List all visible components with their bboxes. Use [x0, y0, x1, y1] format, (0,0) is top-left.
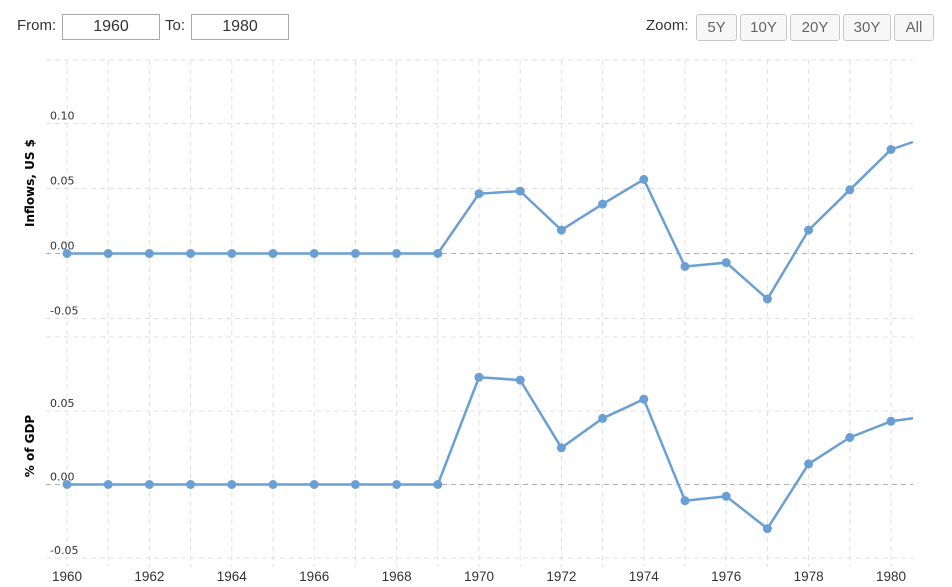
gdp-data-point[interactable]	[144, 480, 154, 489]
zoom-all-button[interactable]: All	[894, 14, 934, 41]
inflows-data-point[interactable]	[474, 189, 484, 199]
inflows-data-point[interactable]	[392, 249, 402, 258]
gdp-data-point[interactable]	[762, 524, 772, 534]
inflows-data-point[interactable]	[886, 145, 896, 154]
gdp-data-point[interactable]	[598, 413, 608, 423]
range-toolbar: From: To: Zoom: 5Y 10Y 20Y 30Y All	[0, 0, 952, 56]
inflows-data-point[interactable]	[804, 225, 814, 235]
gdp-y-tick-label: 0.00	[50, 471, 75, 484]
from-year-input[interactable]	[62, 14, 160, 40]
inflows-data-point[interactable]	[309, 249, 319, 258]
x-tick-label: 1968	[382, 569, 412, 584]
to-year-input[interactable]	[191, 14, 289, 40]
gdp-data-point[interactable]	[515, 375, 525, 385]
gdp-data-point[interactable]	[680, 496, 690, 506]
zoom-label: Zoom:	[646, 17, 689, 34]
gdp-data-point[interactable]	[804, 459, 814, 469]
inflows-series-line	[67, 140, 914, 301]
inflows-data-point[interactable]	[186, 249, 196, 258]
x-tick-label: 1974	[629, 569, 660, 584]
gdp-data-point[interactable]	[721, 491, 731, 501]
inflows-data-point[interactable]	[268, 249, 278, 258]
inflows-y-tick-label: -0.05	[50, 305, 78, 318]
inflows-data-point[interactable]	[144, 249, 154, 258]
gdp-axis-title: % of GDP	[23, 415, 37, 478]
inflows-data-point[interactable]	[556, 225, 566, 235]
inflows-data-point[interactable]	[433, 249, 443, 258]
inflows-y-tick-label: 0.00	[50, 240, 75, 253]
gdp-data-point[interactable]	[350, 480, 360, 489]
zoom-10y-button[interactable]: 10Y	[740, 14, 787, 41]
gdp-data-point[interactable]	[886, 416, 896, 426]
inflows-data-point[interactable]	[62, 249, 72, 258]
x-tick-label: 1960	[52, 569, 82, 584]
gdp-data-point[interactable]	[639, 394, 649, 404]
to-label: To:	[165, 17, 186, 34]
x-tick-label: 1980	[876, 569, 906, 584]
inflows-data-point[interactable]	[762, 294, 772, 304]
gdp-data-point[interactable]	[62, 480, 72, 489]
gdp-data-point[interactable]	[392, 480, 402, 489]
inflows-y-tick-label: 0.05	[50, 175, 75, 188]
x-tick-label: 1962	[134, 569, 164, 584]
x-tick-label: 1978	[794, 569, 824, 584]
x-tick-label: 1972	[546, 569, 576, 584]
x-tick-label: 1976	[711, 569, 741, 584]
x-tick-label: 1966	[299, 569, 329, 584]
gdp-data-point[interactable]	[433, 480, 443, 489]
gdp-data-point[interactable]	[474, 372, 484, 382]
inflows-data-point[interactable]	[515, 186, 525, 196]
zoom-5y-button[interactable]: 5Y	[696, 14, 737, 41]
inflows-data-point[interactable]	[639, 174, 649, 184]
gdp-y-tick-label: -0.05	[50, 544, 78, 557]
zoom-20y-button[interactable]: 20Y	[790, 14, 840, 41]
gdp-data-point[interactable]	[103, 480, 113, 489]
gdp-series-line	[67, 375, 914, 530]
gdp-data-point[interactable]	[309, 480, 319, 489]
inflows-data-point[interactable]	[350, 249, 360, 258]
gdp-data-point[interactable]	[845, 433, 855, 442]
inflows-axis-title: Inflows, US $	[23, 139, 37, 227]
gdp-data-point[interactable]	[268, 480, 278, 489]
from-label: From:	[17, 17, 57, 34]
inflows-data-point[interactable]	[845, 185, 855, 195]
inflows-data-point[interactable]	[721, 258, 731, 268]
inflows-data-point[interactable]	[227, 249, 237, 258]
gdp-data-point[interactable]	[186, 480, 196, 489]
x-tick-label: 1964	[217, 569, 248, 584]
gdp-data-point[interactable]	[556, 443, 566, 453]
inflows-y-tick-label: 0.10	[50, 110, 75, 123]
gdp-data-point[interactable]	[227, 480, 237, 489]
inflows-data-point[interactable]	[680, 262, 690, 271]
zoom-30y-button[interactable]: 30Y	[843, 14, 891, 41]
inflows-data-point[interactable]	[598, 199, 608, 209]
inflows-data-point[interactable]	[103, 249, 113, 258]
gdp-y-tick-label: 0.05	[50, 397, 75, 410]
x-tick-label: 1970	[464, 569, 494, 584]
